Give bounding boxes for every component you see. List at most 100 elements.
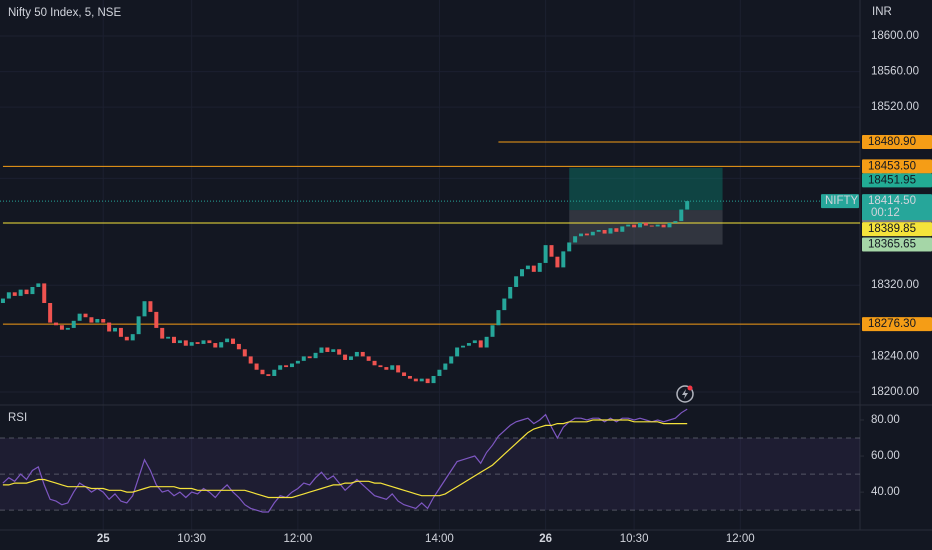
candle-body bbox=[573, 236, 578, 243]
candle-body bbox=[295, 360, 300, 364]
candle-body bbox=[313, 352, 318, 359]
candle-body bbox=[543, 245, 548, 263]
candle-body bbox=[201, 340, 206, 344]
candle-body bbox=[590, 231, 595, 236]
candle-body bbox=[561, 251, 566, 268]
candle-body bbox=[195, 342, 200, 344]
rsi-tick-label: 60.00 bbox=[871, 450, 900, 462]
candle-body bbox=[177, 340, 182, 344]
x-tick-label: 26 bbox=[539, 533, 552, 545]
candle-body bbox=[260, 369, 265, 375]
candle-body bbox=[525, 265, 530, 270]
price-tag-label: 18451.95 bbox=[868, 174, 916, 186]
symbol-tag-label: NIFTY bbox=[825, 195, 859, 207]
candle-body bbox=[626, 224, 631, 227]
background-layer bbox=[0, 0, 860, 530]
candle-body bbox=[608, 228, 613, 234]
candle-body bbox=[219, 342, 224, 348]
candle-body bbox=[24, 289, 29, 295]
y-tick-label: 18520.00 bbox=[871, 101, 919, 113]
candle-body bbox=[437, 369, 442, 376]
candle-body bbox=[602, 230, 607, 234]
candle-body bbox=[673, 221, 678, 223]
price-tag bbox=[862, 222, 932, 237]
candle-body bbox=[225, 338, 230, 343]
candle-body bbox=[555, 256, 560, 268]
candle-body bbox=[402, 372, 407, 376]
candle-body bbox=[360, 351, 365, 357]
candle-body bbox=[48, 302, 53, 323]
candle-body bbox=[649, 225, 654, 227]
candle-body bbox=[596, 230, 601, 232]
candle-body bbox=[148, 301, 153, 312]
candle-body bbox=[478, 340, 483, 348]
candle-body bbox=[632, 224, 637, 228]
candle-body bbox=[95, 319, 100, 323]
currency: INR bbox=[872, 6, 892, 18]
candle-body bbox=[472, 340, 477, 344]
last-price-tag bbox=[862, 194, 932, 221]
candle-body bbox=[366, 356, 371, 361]
candle-body bbox=[461, 345, 466, 348]
candle-body bbox=[83, 313, 88, 318]
candle-body bbox=[42, 283, 47, 303]
candle-body bbox=[685, 201, 690, 210]
candle-body bbox=[272, 369, 277, 376]
candle-body bbox=[637, 222, 642, 228]
candle-body bbox=[142, 301, 147, 317]
rsi-band bbox=[0, 438, 860, 511]
candle-body bbox=[0, 298, 5, 303]
candle-body bbox=[378, 365, 383, 368]
price-tag bbox=[862, 173, 932, 188]
candle-body bbox=[508, 286, 513, 299]
candle-body bbox=[520, 269, 525, 277]
candle-body bbox=[118, 327, 123, 337]
candle-body bbox=[189, 342, 194, 346]
candle-body bbox=[254, 363, 259, 370]
candle-body bbox=[466, 343, 471, 346]
y-tick-label: 18600.00 bbox=[871, 30, 919, 42]
candle-body bbox=[18, 289, 23, 296]
x-tick-label: 10:30 bbox=[620, 533, 649, 545]
candle-body bbox=[77, 313, 82, 321]
candle-body bbox=[390, 365, 395, 370]
price-tag-label: 18453.50 bbox=[868, 160, 916, 172]
price-tag bbox=[862, 134, 932, 149]
candle-body bbox=[71, 320, 76, 328]
candle-body bbox=[242, 349, 247, 357]
candle-body bbox=[579, 233, 584, 237]
candle-body bbox=[661, 224, 666, 228]
rsi-label: RSI bbox=[8, 412, 27, 424]
price-tag-label: 18365.65 bbox=[868, 239, 916, 251]
candle-body bbox=[396, 365, 401, 373]
candle-body bbox=[384, 367, 389, 370]
alert-icon[interactable] bbox=[676, 385, 694, 403]
candle-body bbox=[348, 356, 353, 360]
candle-body bbox=[65, 327, 70, 330]
candle-body bbox=[183, 340, 188, 346]
candle-body bbox=[502, 298, 507, 311]
candle-body bbox=[325, 347, 330, 352]
candle-body bbox=[372, 360, 377, 366]
candle-body bbox=[207, 340, 212, 344]
candle-body bbox=[431, 375, 436, 384]
candle-body bbox=[343, 354, 348, 360]
candle-body bbox=[319, 347, 324, 353]
candle-body bbox=[284, 365, 289, 368]
last-price-label: 18414.50 bbox=[868, 195, 916, 207]
x-tick-label: 12:00 bbox=[283, 533, 312, 545]
candle-body bbox=[154, 311, 159, 328]
candle-body bbox=[6, 292, 11, 299]
candle-body bbox=[113, 327, 118, 332]
candle-body bbox=[514, 276, 519, 287]
candle-body bbox=[620, 226, 625, 232]
candle-body bbox=[248, 356, 253, 364]
candle-body bbox=[643, 222, 648, 226]
rsi-tick-label: 40.00 bbox=[871, 486, 900, 498]
candle-body bbox=[331, 349, 336, 352]
candle-body bbox=[124, 336, 129, 341]
x-tick-label: 25 bbox=[97, 533, 110, 545]
price-tag-label: 18276.30 bbox=[868, 318, 916, 330]
candle-body bbox=[160, 327, 165, 339]
